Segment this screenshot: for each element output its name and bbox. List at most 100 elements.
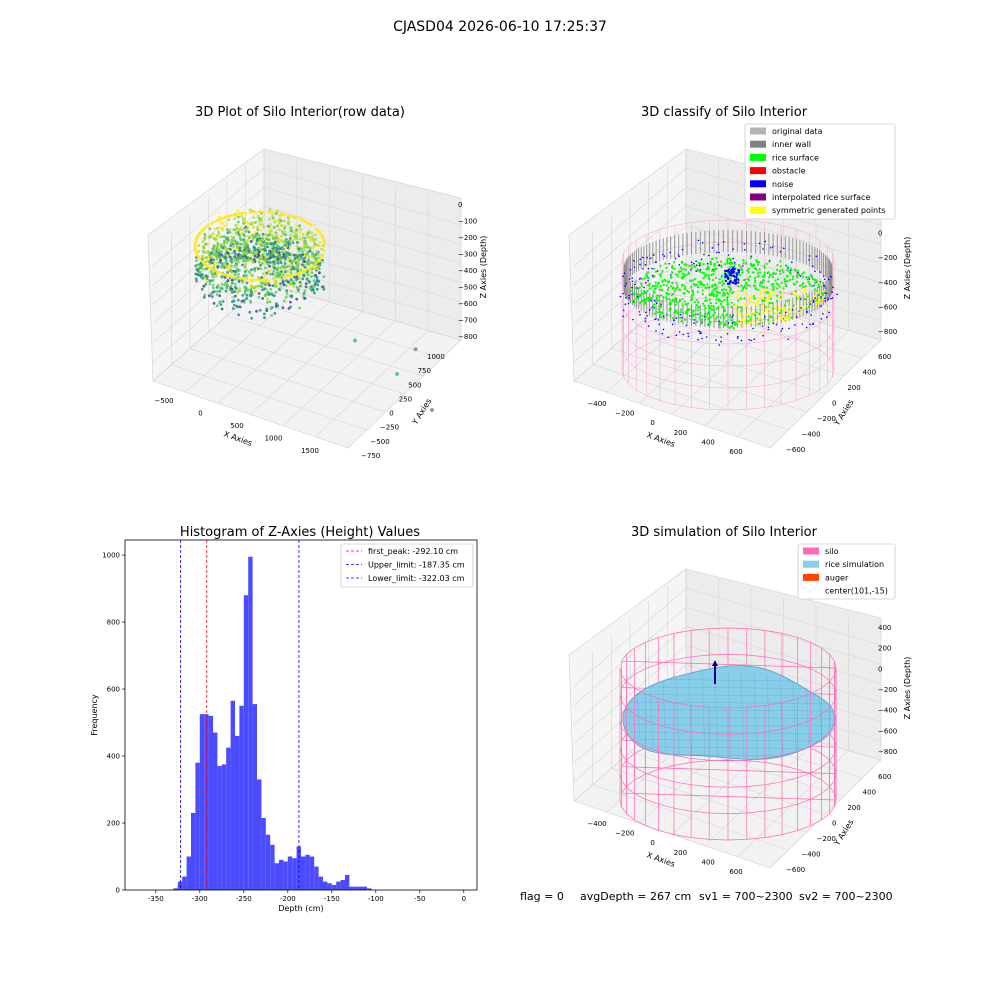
cloud-point [285, 269, 289, 273]
cloud-point [221, 263, 224, 266]
noise-point [828, 311, 830, 314]
symmetric-point [787, 311, 790, 314]
rice-surface-point [697, 301, 700, 304]
ztick-label: −300 [458, 251, 477, 259]
cloud-point [241, 257, 245, 261]
noise-point [678, 331, 681, 333]
noise-point [670, 274, 672, 276]
noise-point [718, 344, 721, 346]
cloud-point [244, 229, 248, 233]
xtick-label: 400 [702, 438, 715, 446]
cloud-point [269, 223, 272, 226]
y-tick-label: 800 [107, 619, 120, 627]
rice-surface-point [665, 291, 668, 294]
cloud-point [218, 235, 222, 239]
panel1-ticks: −500050010001500−750−500−250025050075010… [154, 201, 477, 460]
footer-flag: flag = 0 [520, 890, 564, 903]
cloud-point [219, 258, 222, 262]
rice-surface-point [675, 273, 678, 276]
cloud-point [277, 260, 281, 264]
noise-point [814, 270, 816, 273]
cloud-point [307, 259, 310, 263]
rice-surface-point [822, 281, 825, 284]
xtick-label: 1500 [301, 447, 319, 455]
histogram-bar [213, 732, 218, 890]
cloud-point [246, 250, 249, 254]
rice-surface-point [743, 297, 746, 300]
cloud-point [250, 221, 254, 225]
cloud-point [292, 284, 296, 288]
rim-point [238, 277, 242, 280]
x-tick-label: -300 [192, 895, 208, 903]
rice-surface-point [699, 280, 702, 283]
noise-point [732, 271, 735, 274]
cloud-point [274, 211, 278, 215]
rice-surface-point [708, 286, 711, 289]
xtick-label: −400 [587, 400, 606, 408]
noise-point [628, 294, 630, 297]
ztick-label: −600 [458, 300, 477, 308]
rice-surface-point [790, 292, 793, 295]
cloud-point [275, 246, 278, 250]
rice-surface-point [703, 304, 706, 307]
legend-swatch [750, 206, 766, 214]
rice-surface-point [796, 274, 799, 277]
cloud-point [211, 278, 215, 282]
rice-surface-point [662, 284, 666, 287]
rice-surface-point [782, 287, 785, 290]
cloud-point [201, 239, 205, 243]
cloud-point [292, 234, 295, 238]
cloud-point [209, 234, 212, 238]
cloud-point [254, 285, 258, 288]
rice-surface-point [679, 266, 682, 269]
rice-surface-point [724, 288, 728, 291]
rice-surface-point [654, 300, 657, 303]
noise-point [655, 330, 657, 332]
noise-point [687, 332, 689, 335]
rice-surface-point [728, 262, 731, 265]
cloud-point [315, 287, 319, 291]
cloud-point [213, 253, 216, 257]
cloud-point [211, 283, 215, 287]
noise-point [644, 317, 647, 320]
noise-point [715, 339, 717, 341]
rice-surface-point [707, 265, 710, 268]
legend-swatch [750, 193, 766, 201]
cloud-point [281, 281, 285, 284]
rice-surface-point [675, 309, 678, 312]
ytick-label: 600 [878, 353, 891, 361]
cloud-point [230, 258, 234, 261]
rice-surface-point [752, 263, 756, 266]
cloud-point [278, 218, 282, 222]
cloud-point [244, 259, 248, 263]
rice-surface-point [643, 298, 646, 301]
cloud-point [234, 233, 238, 236]
cloud-point [258, 258, 262, 261]
cloud-point [276, 257, 280, 261]
gridline [573, 244, 687, 343]
noise-point [675, 334, 678, 337]
rice-surface-point [682, 312, 685, 315]
rice-surface-point [723, 299, 726, 302]
histogram-bar [318, 876, 323, 890]
cloud-point [205, 275, 209, 278]
rice-surface-point [755, 268, 758, 271]
cloud-point [311, 246, 315, 250]
rice-surface-point [730, 301, 733, 304]
rim-point [206, 264, 209, 268]
symmetric-point [819, 284, 823, 287]
cloud-point [303, 253, 307, 256]
cloud-point [256, 237, 259, 241]
symmetric-point [737, 302, 741, 305]
cloud-point [290, 294, 293, 298]
cloud-point [310, 238, 313, 242]
rice-surface-point [745, 287, 748, 290]
noise-point [717, 243, 720, 246]
histogram-bar [323, 881, 328, 890]
rice-surface-point [730, 292, 734, 295]
histogram-bar [173, 888, 178, 890]
rice-mesh-line [779, 677, 784, 755]
rim-point [295, 216, 298, 220]
cloud-point [302, 295, 305, 298]
gridline [685, 244, 882, 303]
